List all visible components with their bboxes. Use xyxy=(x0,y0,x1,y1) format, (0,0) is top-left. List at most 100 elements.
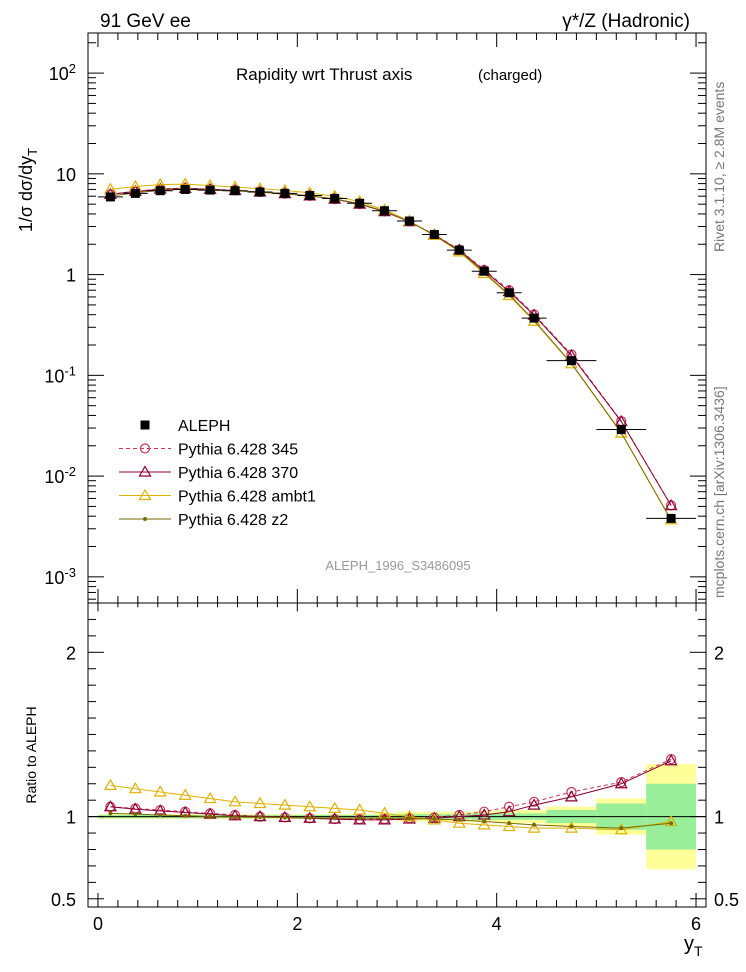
ratio-series-point xyxy=(377,813,392,825)
ratio-series-point xyxy=(614,823,628,835)
ratio-series-point xyxy=(507,821,512,826)
header-left: 91 GeV ee xyxy=(100,11,191,32)
ratio-series-point xyxy=(228,795,242,807)
reference-point xyxy=(429,229,439,239)
y-tick-label: 10-2 xyxy=(44,464,76,487)
ratio-tick-label-right: 2 xyxy=(714,643,724,663)
ratio-series-point xyxy=(564,790,578,802)
reference-point xyxy=(380,206,390,216)
reference-point xyxy=(479,266,489,276)
ratio-series-point xyxy=(479,806,490,817)
ratio-series-point xyxy=(108,811,113,816)
legend-label: ALEPH xyxy=(178,418,230,435)
x-tick-label: 2 xyxy=(292,914,302,934)
ratio-series-point xyxy=(128,781,142,794)
reference-point xyxy=(504,288,514,298)
reference-point xyxy=(566,356,576,366)
y-tick-label: 10 xyxy=(56,165,76,185)
x-axis-label: yT xyxy=(684,933,703,959)
reference-point xyxy=(255,187,265,197)
ratio-series-point xyxy=(477,818,491,830)
reference-point xyxy=(280,188,290,198)
ratio-series-point xyxy=(203,791,217,804)
reference-point xyxy=(230,186,240,196)
ratio-series-point xyxy=(669,821,674,826)
x-tick-label: 4 xyxy=(492,914,502,934)
ratio-series-point xyxy=(532,822,537,827)
watermark: ALEPH_1996_S3486095 xyxy=(325,558,470,573)
reference-point xyxy=(130,188,140,198)
ratio-series-point xyxy=(353,813,367,825)
ratio-series-point xyxy=(228,809,242,821)
legend-label: Pythia 6.428 370 xyxy=(178,465,298,482)
ratio-series-point xyxy=(332,816,337,821)
ratio-series-point xyxy=(528,796,540,807)
ratio-tick-label: 1 xyxy=(66,808,76,828)
series-point xyxy=(664,498,678,511)
ratio-series-point xyxy=(328,801,342,814)
reference-point xyxy=(666,513,676,523)
ratio-series-point xyxy=(178,788,192,800)
ratio-series-point xyxy=(307,815,312,820)
reference-point xyxy=(305,190,315,200)
reference-point xyxy=(529,313,539,323)
x-tick-label: 0 xyxy=(93,914,103,934)
ratio-series-point xyxy=(282,815,287,820)
ratio-series-point xyxy=(382,816,387,821)
ratio-tick-label: 0.5 xyxy=(51,890,76,910)
ratio-series-point xyxy=(402,809,417,822)
ratio-series-point xyxy=(278,798,292,810)
ratio-series-point xyxy=(452,816,466,828)
y-tick-label: 10-3 xyxy=(44,565,76,588)
ratio-series-line xyxy=(110,784,672,831)
reference-point xyxy=(616,425,626,435)
plot-subtitle: (charged) xyxy=(478,67,542,84)
ratio-series-point xyxy=(233,814,238,819)
ratio-tick-label: 2 xyxy=(66,643,76,663)
ratio-series-point xyxy=(482,819,487,824)
ratio-series-point xyxy=(432,817,437,822)
ratio-series-line xyxy=(110,758,672,820)
reference-point xyxy=(355,198,365,208)
side-rivet-label: Rivet 3.1.10, ≥ 2.8M events xyxy=(711,82,727,252)
legend-label: Pythia 6.428 ambt1 xyxy=(178,489,316,506)
ratio-series-point xyxy=(208,814,213,819)
ratio-series-point xyxy=(133,812,138,817)
reference-point xyxy=(105,192,115,202)
ratio-tick-label-right: 1 xyxy=(714,808,724,828)
main-ylabel: 1/σ dσ/dyT xyxy=(16,148,40,232)
legend-marker xyxy=(138,488,152,501)
legend-label: Pythia 6.428 z2 xyxy=(178,512,288,529)
ratio-series-point xyxy=(407,816,412,821)
header-right: γ*/Z (Hadronic) xyxy=(562,11,690,32)
ratio-series-point xyxy=(183,813,188,818)
reference-point xyxy=(180,184,190,194)
reference-point xyxy=(404,216,414,226)
side-mcplots-label: mcplots.cern.ch [arXiv:1306.3436] xyxy=(711,386,727,598)
ratio-panel: 0.5 0.5 1 1 2 2 Ratio to ALEPH xyxy=(23,602,739,910)
ratio-series-point xyxy=(614,777,628,789)
reference-point xyxy=(205,185,215,195)
ratio-series-point xyxy=(527,821,541,833)
ratio-series-point xyxy=(664,754,678,766)
ratio-series-point xyxy=(357,816,362,821)
ratio-series-point xyxy=(278,810,292,823)
ratio-series-point xyxy=(353,803,367,815)
legend-marker xyxy=(143,517,147,521)
ratio-series-point xyxy=(619,826,624,831)
ratio-series-point xyxy=(564,821,578,833)
ratio-series-point xyxy=(303,800,317,812)
ratio-frame xyxy=(87,602,707,908)
ratio-series-point xyxy=(253,809,267,822)
ratio-series-point xyxy=(569,824,574,829)
ratio-series-point xyxy=(158,812,163,817)
main-panel: 10-3 10-2 10-1 1 10 102 Rapidity wrt Thrust a… xyxy=(16,32,707,604)
y-tick-label: 102 xyxy=(49,61,76,84)
legend: ALEPH Pythia 6.428 345 Pythia 6.428 370 Pyt… xyxy=(119,418,316,529)
y-tick-label: 1 xyxy=(66,266,76,286)
ratio-series-point xyxy=(502,819,516,832)
ratio-series-point xyxy=(103,800,117,812)
ratio-series-point xyxy=(457,817,462,822)
ratio-ylabel: Ratio to ALEPH xyxy=(23,706,39,803)
